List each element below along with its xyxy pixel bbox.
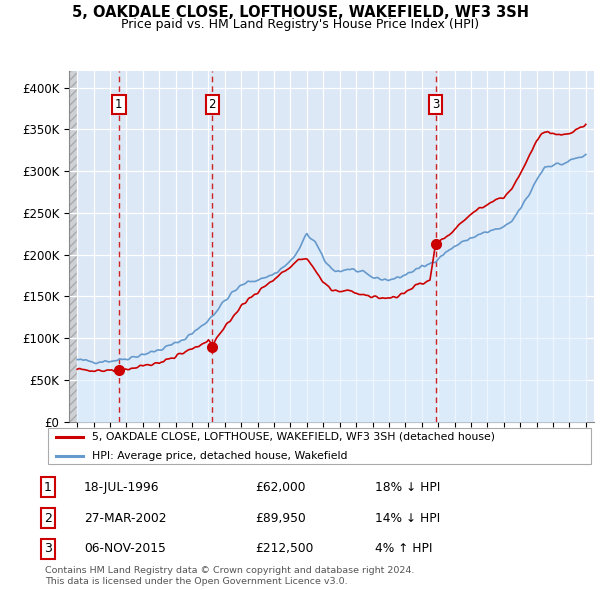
- Text: 1: 1: [44, 481, 52, 494]
- Text: 2: 2: [44, 512, 52, 525]
- Text: £212,500: £212,500: [255, 542, 313, 555]
- Text: 1: 1: [115, 98, 122, 111]
- Text: 5, OAKDALE CLOSE, LOFTHOUSE, WAKEFIELD, WF3 3SH: 5, OAKDALE CLOSE, LOFTHOUSE, WAKEFIELD, …: [71, 5, 529, 19]
- Text: 14% ↓ HPI: 14% ↓ HPI: [375, 512, 440, 525]
- Text: 4% ↑ HPI: 4% ↑ HPI: [375, 542, 433, 555]
- Text: This data is licensed under the Open Government Licence v3.0.: This data is licensed under the Open Gov…: [45, 577, 347, 586]
- Text: Contains HM Land Registry data © Crown copyright and database right 2024.: Contains HM Land Registry data © Crown c…: [45, 566, 415, 575]
- Text: 18% ↓ HPI: 18% ↓ HPI: [375, 481, 440, 494]
- Text: HPI: Average price, detached house, Wakefield: HPI: Average price, detached house, Wake…: [92, 451, 347, 461]
- Text: 3: 3: [44, 542, 52, 555]
- FancyBboxPatch shape: [48, 428, 591, 464]
- Bar: [69, 71, 77, 422]
- Text: 2: 2: [208, 98, 216, 111]
- Text: Price paid vs. HM Land Registry's House Price Index (HPI): Price paid vs. HM Land Registry's House …: [121, 18, 479, 31]
- Text: 5, OAKDALE CLOSE, LOFTHOUSE, WAKEFIELD, WF3 3SH (detached house): 5, OAKDALE CLOSE, LOFTHOUSE, WAKEFIELD, …: [92, 432, 494, 442]
- Text: 18-JUL-1996: 18-JUL-1996: [84, 481, 160, 494]
- Text: 27-MAR-2002: 27-MAR-2002: [84, 512, 167, 525]
- Text: 06-NOV-2015: 06-NOV-2015: [84, 542, 166, 555]
- Text: £89,950: £89,950: [255, 512, 306, 525]
- Text: 3: 3: [432, 98, 439, 111]
- Text: £62,000: £62,000: [255, 481, 305, 494]
